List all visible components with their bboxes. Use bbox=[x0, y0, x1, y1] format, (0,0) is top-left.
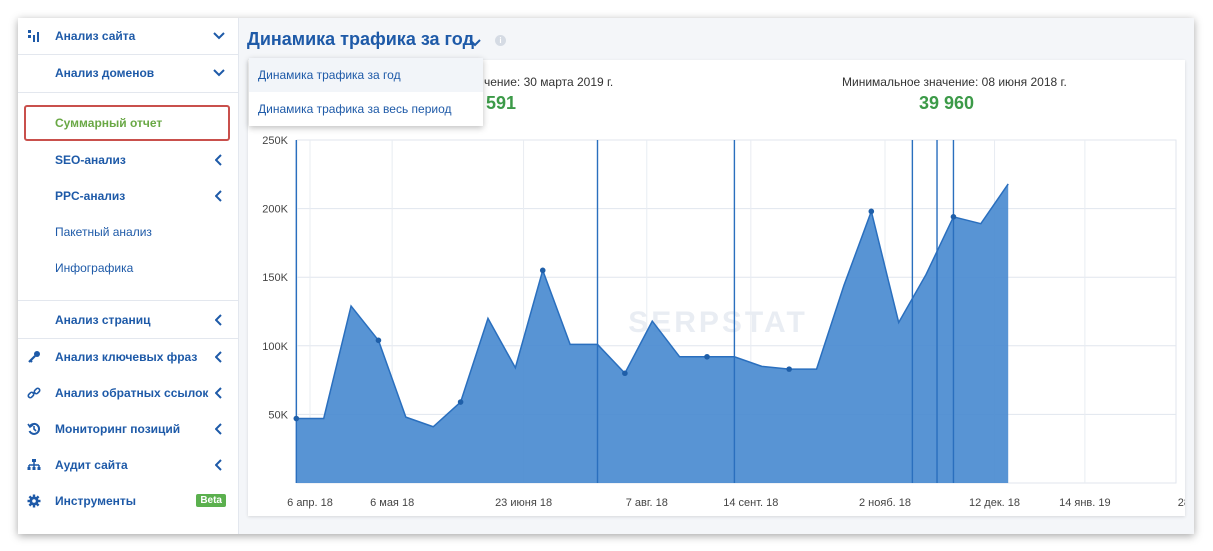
sidebar-item-site-analysis[interactable]: Анализ сайта bbox=[18, 18, 238, 54]
data-point bbox=[786, 366, 792, 372]
key-icon bbox=[26, 349, 42, 365]
divider bbox=[18, 54, 238, 55]
sidebar-item-label: Инструменты bbox=[55, 494, 137, 508]
min-value-label: Минимальное значение: 08 июня 2018 г. bbox=[842, 75, 1067, 89]
sidebar-item-page-analysis[interactable]: Анализ страниц bbox=[18, 302, 238, 338]
traffic-area bbox=[296, 183, 1009, 483]
sidebar-item-domain-analysis[interactable]: Анализ доменов bbox=[18, 55, 238, 91]
y-tick-label: 250K bbox=[262, 135, 288, 147]
chart-card: чение: 30 марта 2019 г. 591 Минимальное … bbox=[248, 60, 1185, 516]
sidebar-item-label: Анализ ключевых фраз bbox=[55, 350, 198, 364]
sitemap-icon bbox=[26, 457, 42, 473]
sidebar-item-infographics[interactable]: Инфографика bbox=[18, 250, 238, 286]
x-tick-label: 12 дек. 18 bbox=[969, 497, 1020, 509]
chevron-down-icon bbox=[212, 66, 226, 80]
divider bbox=[18, 338, 238, 339]
y-tick-label: 150K bbox=[262, 272, 288, 284]
history-icon bbox=[26, 421, 42, 437]
max-value: 591 bbox=[486, 93, 517, 113]
info-icon[interactable]: i bbox=[495, 35, 506, 46]
x-tick-label: 6 мая 18 bbox=[370, 497, 414, 509]
data-point bbox=[457, 399, 464, 405]
beta-badge: Beta bbox=[196, 494, 226, 507]
sidebar-item-label: PPC-анализ bbox=[55, 189, 126, 203]
chevron-down-icon[interactable] bbox=[469, 34, 481, 52]
data-point bbox=[375, 337, 382, 344]
chevron-down-icon bbox=[212, 29, 226, 43]
y-tick-label: 200K bbox=[262, 204, 288, 216]
sidebar-item-label: Анализ сайта bbox=[55, 29, 136, 43]
sidebar-item-label: Мониторинг позиций bbox=[55, 422, 181, 436]
x-tick-label: 14 сент. 18 bbox=[723, 497, 778, 509]
chevron-left-icon bbox=[212, 422, 226, 436]
sidebar-item-batch-analysis[interactable]: Пакетный анализ bbox=[18, 214, 238, 250]
sidebar-item-label: Пакетный анализ bbox=[55, 225, 152, 239]
data-point bbox=[868, 208, 875, 215]
sidebar-item-backlink-analysis[interactable]: Анализ обратных ссылок bbox=[18, 375, 238, 411]
data-point bbox=[950, 214, 957, 220]
sidebar-item-label: Аудит сайта bbox=[55, 458, 128, 472]
y-tick-label: 50K bbox=[268, 409, 288, 421]
chevron-left-icon bbox=[212, 386, 226, 400]
sidebar-item-label: SEO-анализ bbox=[55, 153, 126, 167]
dropdown-option-year[interactable]: Динамика трафика за год bbox=[249, 58, 483, 92]
chevron-left-icon bbox=[212, 350, 226, 364]
traffic-line bbox=[296, 183, 1009, 428]
chevron-left-icon bbox=[212, 458, 226, 472]
sidebar-item-label: Суммарный отчет bbox=[55, 116, 163, 130]
chevron-left-icon bbox=[212, 313, 226, 327]
chart-bars-icon bbox=[26, 28, 42, 44]
sidebar-item-summary-report[interactable]: Суммарный отчет bbox=[24, 105, 230, 141]
x-tick-label: 23 июня 18 bbox=[495, 497, 552, 509]
sidebar-item-label: Анализ обратных ссылок bbox=[55, 386, 209, 400]
data-point bbox=[704, 353, 710, 360]
x-tick-label: 2 нояб. 18 bbox=[859, 497, 911, 509]
divider bbox=[18, 92, 238, 93]
data-point bbox=[539, 267, 546, 274]
x-tick-label: 6 апр. 18 bbox=[287, 497, 333, 509]
chevron-left-icon bbox=[212, 153, 226, 167]
sidebar-item-label: Анализ страниц bbox=[55, 313, 151, 327]
sidebar-item-site-audit[interactable]: Аудит сайта bbox=[18, 447, 238, 483]
x-tick-label: 28 февр. 19 bbox=[1178, 497, 1185, 509]
sidebar-item-keyword-analysis[interactable]: Анализ ключевых фраз bbox=[18, 339, 238, 375]
app-frame: Анализ сайта Анализ доменов Суммарный от… bbox=[18, 18, 1194, 534]
sidebar-item-seo-analysis[interactable]: SEO-анализ bbox=[18, 142, 238, 178]
x-tick-label: 7 авг. 18 bbox=[626, 497, 668, 509]
divider bbox=[18, 300, 238, 301]
sidebar-item-label: Анализ доменов bbox=[55, 66, 155, 80]
page-title[interactable]: Динамика трафика за год bbox=[247, 29, 474, 49]
dropdown-option-all-time[interactable]: Динамика трафика за весь период bbox=[258, 102, 452, 116]
sidebar-item-ppc-analysis[interactable]: PPC-анализ bbox=[18, 178, 238, 214]
chevron-left-icon bbox=[212, 189, 226, 203]
sidebar-item-label: Инфографика bbox=[55, 261, 134, 275]
sidebar: Анализ сайта Анализ доменов Суммарный от… bbox=[18, 18, 239, 534]
min-value: 39 960 bbox=[919, 93, 975, 113]
gear-icon bbox=[26, 493, 42, 509]
data-point bbox=[293, 415, 300, 422]
sidebar-item-position-monitoring[interactable]: Мониторинг позиций bbox=[18, 411, 238, 447]
sidebar-item-tools[interactable]: Инструменты Beta bbox=[18, 483, 238, 519]
data-point bbox=[622, 370, 628, 377]
y-tick-label: 100K bbox=[262, 341, 288, 353]
max-value-label: чение: 30 марта 2019 г. bbox=[484, 75, 614, 89]
link-icon bbox=[26, 385, 42, 401]
x-tick-label: 14 янв. 19 bbox=[1059, 497, 1111, 509]
period-dropdown: Динамика трафика за год Динамика трафика… bbox=[249, 58, 483, 126]
